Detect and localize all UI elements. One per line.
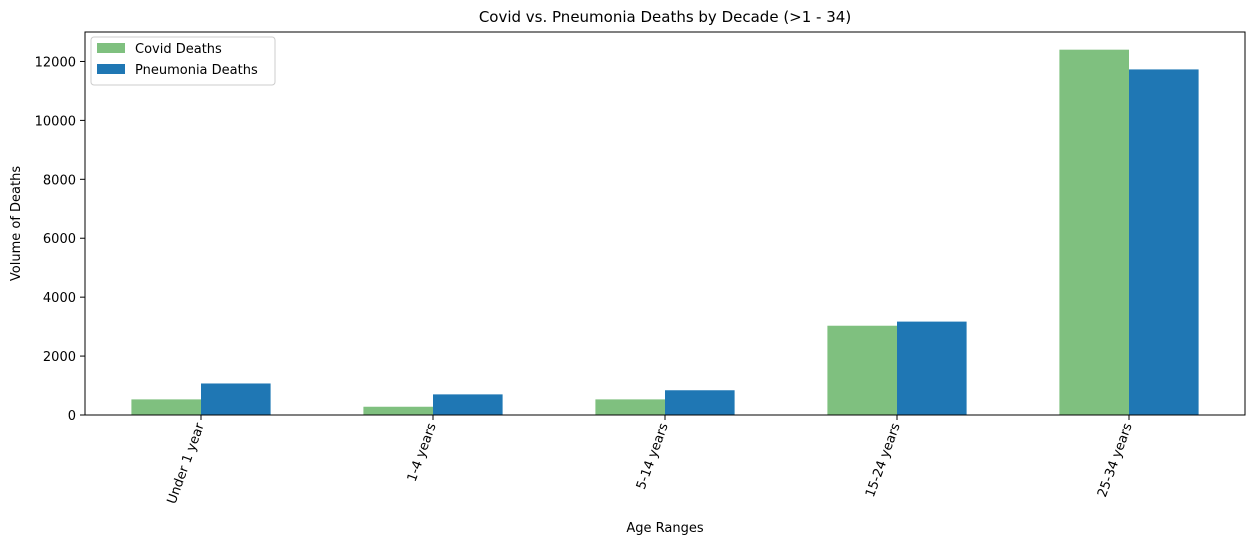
x-axis: Under 1 year 1-4 years 5-14 years 15-24 yea… [165, 415, 1136, 506]
y-tick-label: 8000 [43, 173, 76, 188]
chart-title: Covid vs. Pneumonia Deaths by Decade (>1… [479, 8, 851, 26]
legend-swatch-covid [97, 43, 125, 53]
y-tick-label: 2000 [43, 350, 76, 365]
x-tick-label: 5-14 years [634, 421, 672, 492]
bar-pneumonia-2 [665, 390, 735, 415]
y-axis: 0 2000 4000 6000 8000 10000 12000 [35, 55, 85, 424]
bar-covid-0 [131, 399, 201, 415]
y-tick-label: 12000 [35, 55, 76, 70]
x-axis-title: Age Ranges [626, 521, 703, 536]
x-tick-label: 25-34 years [1095, 421, 1136, 499]
y-tick-label: 10000 [35, 114, 76, 129]
legend-frame [90, 36, 276, 86]
legend-swatch-pneumonia [97, 64, 125, 74]
x-tick-label: Under 1 year [165, 421, 208, 507]
y-tick-label: 6000 [43, 232, 76, 247]
x-tick-label: 1-4 years [405, 421, 440, 484]
y-tick-label: 0 [68, 409, 76, 424]
bar-pneumonia-1 [433, 394, 503, 415]
bar-covid-2 [595, 399, 665, 415]
bar-pneumonia-4 [1129, 69, 1199, 416]
bar-covid-3 [827, 325, 897, 415]
bar-covid-1 [363, 406, 433, 415]
legend-label-covid: Covid Deaths [135, 42, 222, 57]
y-tick-label: 4000 [43, 291, 76, 306]
x-tick-label: 15-24 years [863, 421, 904, 499]
bar-pneumonia-0 [201, 383, 271, 415]
legend: Covid Deaths Pneumonia Deaths [90, 36, 276, 86]
legend-label-pneumonia: Pneumonia Deaths [135, 63, 258, 78]
bar-pneumonia-3 [897, 321, 967, 415]
plot-area [131, 49, 1199, 416]
bar-covid-4 [1059, 49, 1129, 416]
y-axis-title: Volume of Deaths [9, 166, 24, 281]
